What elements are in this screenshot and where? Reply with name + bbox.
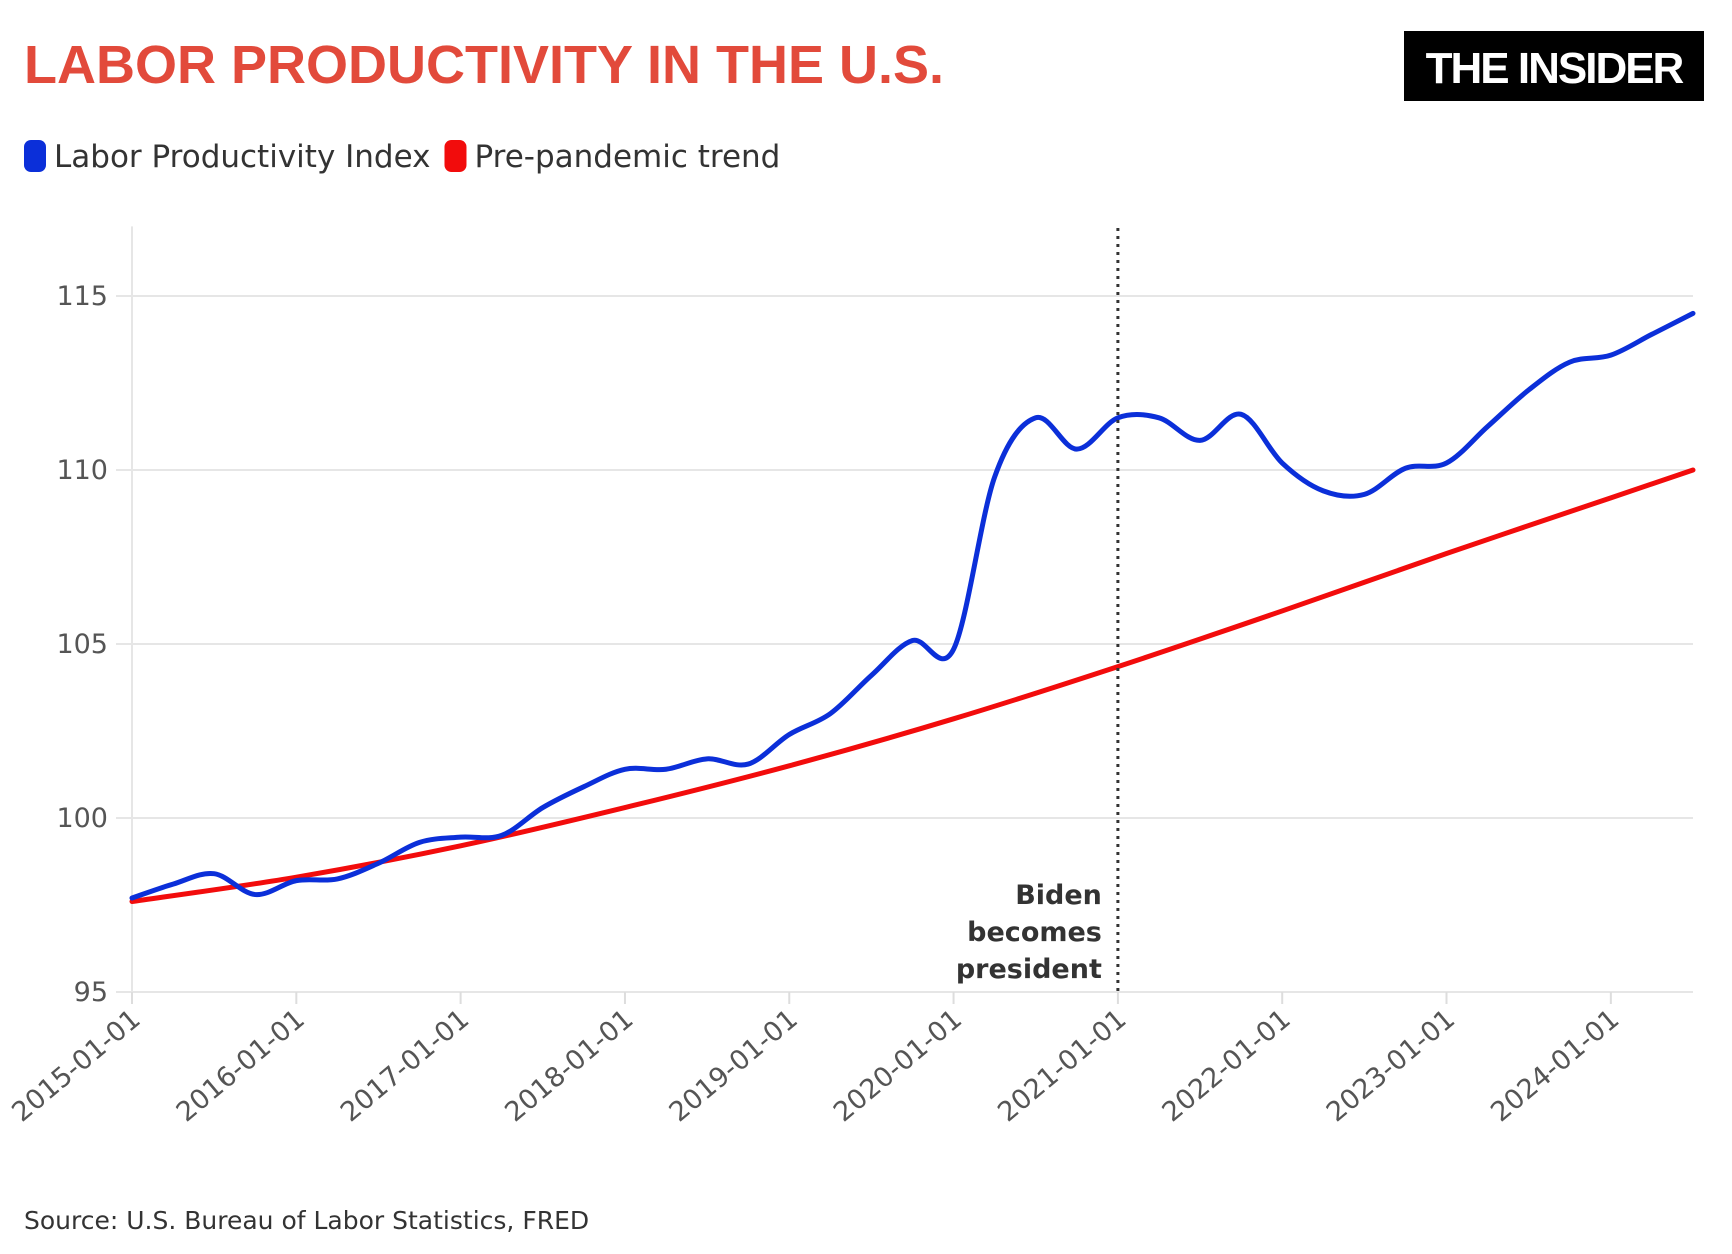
annotation: Biden becomes president <box>956 228 1120 992</box>
x-tick-label: 2021-01-01 <box>992 1004 1132 1129</box>
annotation-text: becomes <box>967 917 1102 948</box>
y-tick-label: 95 <box>74 977 108 1008</box>
legend: Labor Productivity Index Pre-pandemic tre… <box>24 139 780 175</box>
x-tick-label: 2017-01-01 <box>335 1004 475 1129</box>
x-tick-label: 2016-01-01 <box>171 1004 311 1129</box>
x-tick-label: 2024-01-01 <box>1485 1004 1625 1129</box>
legend-swatch <box>444 140 467 172</box>
x-tick-label: 2022-01-01 <box>1157 1004 1297 1129</box>
source-note: Source: U.S. Bureau of Labor Statistics,… <box>24 1206 589 1235</box>
y-tick-label: 100 <box>56 803 108 834</box>
x-tick-label: 2023-01-01 <box>1321 1004 1461 1129</box>
legend-swatch <box>24 140 46 172</box>
logo-text: THE INSIDER <box>1426 44 1684 93</box>
legend-label: Labor Productivity Index <box>54 139 430 175</box>
productivity-line <box>129 310 1696 901</box>
x-tick-label: 2018-01-01 <box>499 1004 639 1129</box>
x-tick-label: 2020-01-01 <box>828 1004 968 1129</box>
annotation-text: president <box>956 954 1102 985</box>
logo: THE INSIDER <box>1404 31 1704 101</box>
x-tick-label: 2019-01-01 <box>664 1004 804 1129</box>
legend-label: Pre-pandemic trend <box>474 139 780 175</box>
x-tick-label: 2015-01-01 <box>6 1004 146 1129</box>
annotation-text: Biden <box>1015 880 1102 911</box>
y-tick-label: 105 <box>56 629 108 660</box>
y-tick-label: 110 <box>56 455 108 486</box>
chart-title: LABOR PRODUCTIVITY IN THE U.S. <box>24 35 944 95</box>
y-tick-label: 115 <box>56 281 108 312</box>
series <box>129 310 1696 905</box>
trend-line <box>129 467 1696 905</box>
